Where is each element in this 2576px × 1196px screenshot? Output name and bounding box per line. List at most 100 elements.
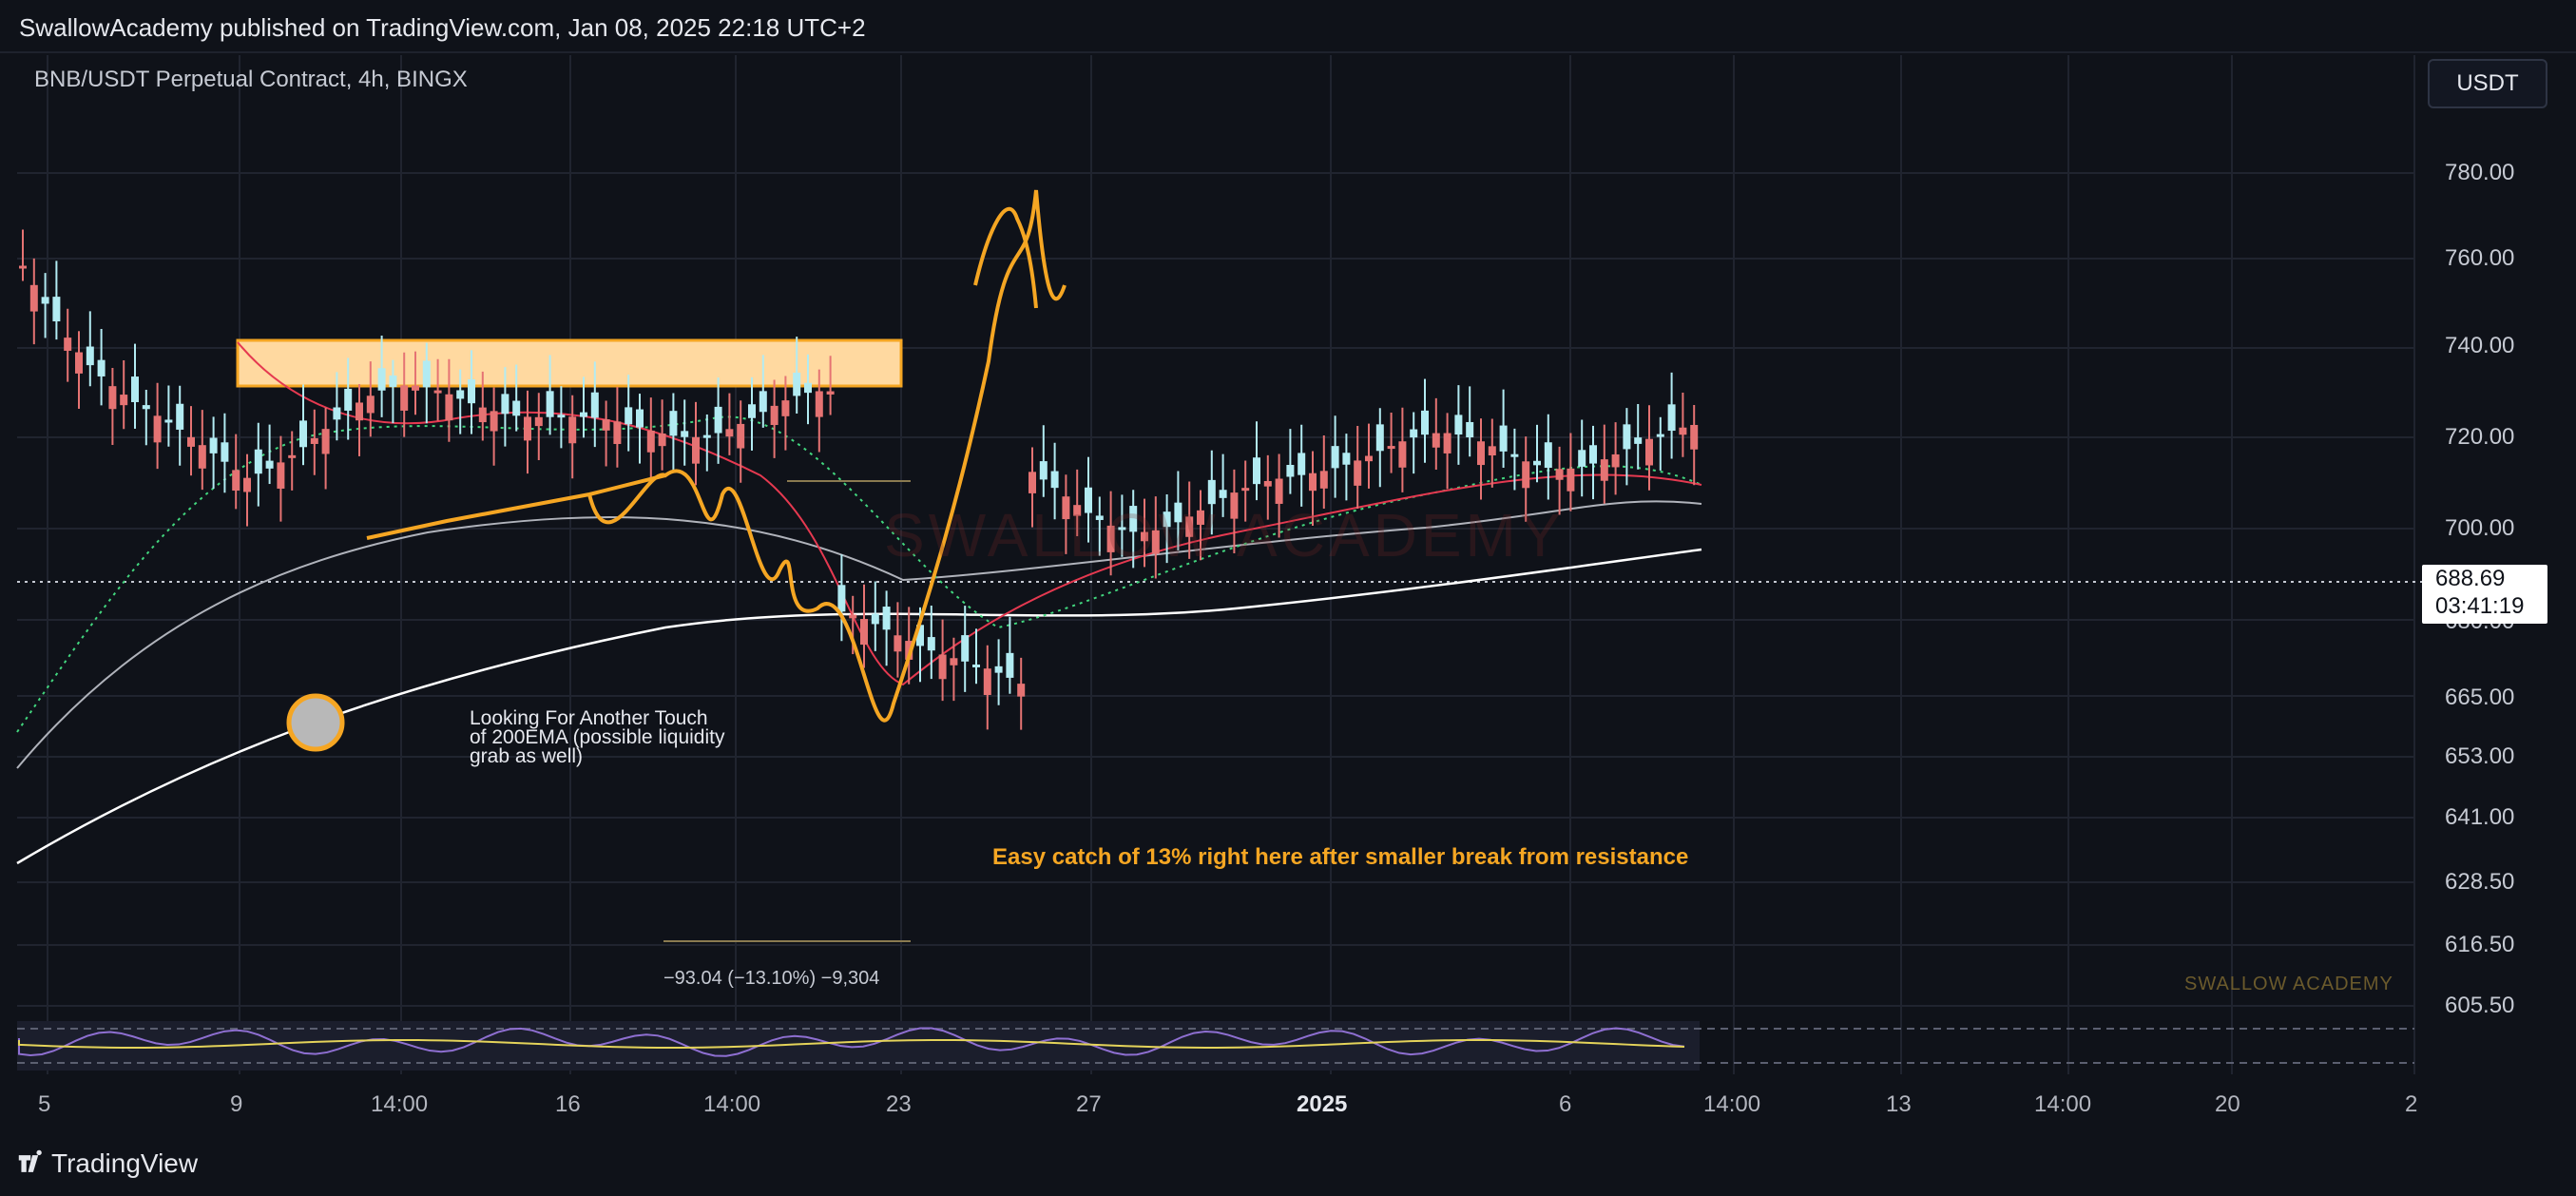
- candle-body: [310, 437, 318, 444]
- candle-body: [490, 411, 498, 432]
- candle-body: [692, 436, 700, 464]
- candle-body: [837, 585, 846, 612]
- annotation-drawings: [286, 189, 1067, 942]
- candle-body: [568, 416, 577, 444]
- price-axis-label: 653.00: [2445, 743, 2515, 769]
- candle-body: [1421, 410, 1429, 435]
- candle-body: [1275, 478, 1283, 504]
- candle-body: [1342, 453, 1351, 465]
- candle-body: [793, 372, 801, 396]
- candle-body: [882, 607, 891, 630]
- candle-body: [501, 394, 509, 415]
- ema-100-line: [16, 500, 1702, 769]
- candle-body: [1309, 473, 1317, 492]
- candle-body: [29, 284, 38, 312]
- time-axis-label: 14:00: [371, 1091, 429, 1117]
- candle-body: [41, 297, 49, 304]
- candle-body: [1028, 472, 1036, 493]
- candle-body: [1499, 425, 1508, 452]
- candle-body: [646, 430, 655, 453]
- symbol-title[interactable]: BNB/USDT Perpetual Contract, 4h, BINGX: [34, 67, 468, 92]
- candle-body: [288, 454, 297, 458]
- candle-body: [748, 404, 756, 418]
- candle-body: [994, 666, 1003, 673]
- candle-body: [1443, 433, 1451, 453]
- catch-note[interactable]: Easy catch of 13% right here after small…: [992, 844, 1689, 870]
- candle-body: [950, 658, 958, 666]
- candle-body: [557, 415, 566, 418]
- candle-body: [512, 400, 521, 416]
- time-axis-label: 14:00: [1703, 1091, 1761, 1117]
- candle-body: [1319, 471, 1328, 489]
- candle-body: [916, 625, 924, 646]
- candle-body: [524, 416, 531, 441]
- time-axis-label: 27: [1076, 1091, 1102, 1117]
- candle-body: [1365, 455, 1373, 462]
- time-axis-label: 13: [1886, 1091, 1912, 1117]
- candle-body: [972, 664, 980, 667]
- touch-note[interactable]: Looking For Another Touch of 200EMA (pos…: [470, 707, 725, 767]
- time-axis-label: 14:00: [703, 1091, 761, 1117]
- ema-touch-circle: [286, 693, 345, 752]
- candle-body: [120, 395, 128, 406]
- ema-50-dotted: [16, 415, 1702, 733]
- candle-body: [849, 614, 857, 619]
- candle-body: [894, 635, 902, 652]
- candle-body: [1555, 469, 1564, 480]
- price-axis-label: 720.00: [2445, 424, 2515, 450]
- candle-body: [366, 395, 375, 414]
- candle-body: [1466, 421, 1474, 438]
- candle-body: [1488, 446, 1496, 456]
- candle-body: [1387, 446, 1395, 450]
- candle-body: [1522, 461, 1530, 489]
- candle-body: [445, 394, 453, 421]
- candle-body: [1163, 511, 1171, 528]
- candle-body: [590, 392, 599, 418]
- currency-button[interactable]: USDT: [2428, 59, 2547, 108]
- time-axis-label: 23: [886, 1091, 912, 1117]
- candle-body: [1230, 492, 1239, 519]
- candle-body: [770, 405, 779, 426]
- candlesticks: [19, 229, 1699, 730]
- candle-body: [468, 379, 475, 404]
- candle-body: [1354, 460, 1362, 486]
- candle-body: [389, 375, 397, 388]
- candle-body: [1006, 652, 1014, 678]
- candle-body: [546, 391, 554, 417]
- candle-body: [702, 434, 711, 438]
- candle-body: [636, 409, 644, 428]
- candle-body: [333, 407, 341, 420]
- candle-body: [1298, 453, 1306, 475]
- candle-body: [433, 390, 442, 394]
- last-price-value: 688.69: [2435, 566, 2506, 591]
- footer-brand[interactable]: TradingView: [51, 1148, 199, 1178]
- breakout-arrow: [973, 206, 1038, 309]
- candle-body: [1017, 684, 1026, 697]
- candle-body: [456, 390, 465, 399]
- bar-countdown: 03:41:19: [2435, 593, 2525, 619]
- candle-body: [1241, 488, 1250, 492]
- candle-body: [422, 360, 431, 388]
- publisher-bar: SwallowAcademy published on TradingView.…: [0, 0, 2576, 53]
- candle-body: [580, 412, 587, 417]
- candle-body: [52, 297, 61, 322]
- price-axis-label: 641.00: [2445, 804, 2515, 830]
- candle-body: [19, 265, 27, 269]
- tradingview-logo-icon[interactable]: [17, 1148, 48, 1179]
- watermark-large: SWALLOW ACADEMY: [884, 501, 1565, 569]
- candle-body: [1062, 496, 1070, 520]
- watermark-small: SWALLOW ACADEMY: [2184, 974, 2393, 994]
- candle-body: [412, 385, 419, 391]
- candle-body: [400, 385, 409, 411]
- candle-body: [75, 352, 83, 374]
- candle-body: [198, 445, 206, 469]
- rsi-indicator: [17, 1021, 2414, 1071]
- candle-body: [613, 421, 622, 445]
- candle-body: [209, 437, 218, 453]
- candle-body: [1375, 424, 1384, 452]
- candle-body: [1219, 490, 1227, 498]
- candle-body: [983, 668, 991, 696]
- candle-body: [299, 420, 307, 448]
- candle-body: [961, 635, 970, 662]
